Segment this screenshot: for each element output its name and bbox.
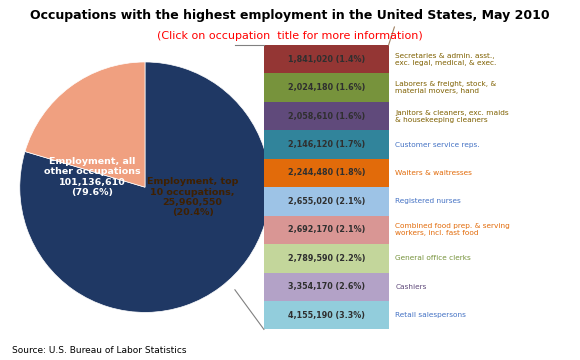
Bar [264, 102, 389, 130]
Text: Secretaries & admin. asst.,
exc. legal, medical, & exec.: Secretaries & admin. asst., exc. legal, … [395, 53, 496, 66]
Wedge shape [20, 62, 270, 312]
Text: Laborers & freight, stock, &
material movers, hand: Laborers & freight, stock, & material mo… [395, 81, 496, 94]
Text: 2,024,180 (1.6%): 2,024,180 (1.6%) [288, 83, 365, 92]
Bar [264, 159, 389, 187]
Text: Cashiers: Cashiers [395, 284, 426, 290]
Text: Occupations with the highest employment in the United States, May 2010: Occupations with the highest employment … [30, 9, 550, 22]
Text: Registered nurses: Registered nurses [395, 198, 461, 204]
Text: (Click on occupation  title for more information): (Click on occupation title for more info… [157, 31, 423, 41]
Bar [264, 216, 389, 244]
Text: Employment, top
10 occupations,
25,960,550
(20.4%): Employment, top 10 occupations, 25,960,5… [147, 177, 238, 217]
Text: Waiters & waitresses: Waiters & waitresses [395, 170, 472, 176]
Text: Combined food prep. & serving
workers, incl. fast food: Combined food prep. & serving workers, i… [395, 223, 510, 237]
Bar [264, 45, 389, 73]
Text: Retail salespersons: Retail salespersons [395, 312, 466, 318]
Text: Janitors & cleaners, exc. maids
& housekeeping cleaners: Janitors & cleaners, exc. maids & housek… [395, 109, 509, 123]
Text: 3,354,170 (2.6%): 3,354,170 (2.6%) [288, 282, 365, 291]
Text: 4,155,190 (3.3%): 4,155,190 (3.3%) [288, 311, 365, 320]
Text: Customer service reps.: Customer service reps. [395, 141, 480, 148]
Bar [264, 273, 389, 301]
Text: 2,692,170 (2.1%): 2,692,170 (2.1%) [288, 225, 365, 234]
Text: 2,058,610 (1.6%): 2,058,610 (1.6%) [288, 112, 365, 121]
Text: 2,244,480 (1.8%): 2,244,480 (1.8%) [288, 168, 365, 177]
Text: 1,841,020 (1.4%): 1,841,020 (1.4%) [288, 55, 365, 64]
Text: 2,146,120 (1.7%): 2,146,120 (1.7%) [288, 140, 365, 149]
Bar [264, 187, 389, 216]
Text: 2,789,590 (2.2%): 2,789,590 (2.2%) [288, 254, 365, 263]
Wedge shape [25, 62, 145, 187]
Bar [264, 73, 389, 102]
Bar [264, 244, 389, 273]
Text: Employment, all
other occupations
101,136,610
(79.6%): Employment, all other occupations 101,13… [44, 157, 141, 197]
Bar [264, 301, 389, 329]
Text: General office clerks: General office clerks [395, 255, 471, 261]
Text: Source: U.S. Bureau of Labor Statistics: Source: U.S. Bureau of Labor Statistics [12, 346, 186, 355]
Bar [264, 130, 389, 159]
Text: 2,655,020 (2.1%): 2,655,020 (2.1%) [288, 197, 365, 206]
